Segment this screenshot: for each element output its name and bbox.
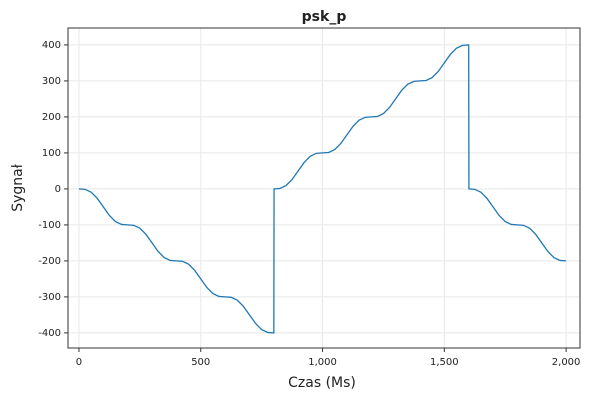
- y-tick-label: 300: [42, 76, 61, 87]
- x-tick-label: 500: [191, 357, 210, 368]
- y-tick-label: -100: [38, 220, 61, 231]
- y-tick-label: -400: [38, 328, 61, 339]
- x-tick-label: 1,000: [308, 357, 337, 368]
- y-tick-label: -200: [38, 256, 61, 267]
- x-axis-label: Czas (Ms): [288, 375, 356, 391]
- data-line: [78, 44, 567, 334]
- x-tick-label: 1,500: [430, 357, 459, 368]
- chart-title: psk_p: [302, 9, 347, 25]
- y-axis-label: Sygnał: [10, 164, 26, 212]
- y-tick-label: 200: [42, 112, 61, 123]
- y-tick-label: 0: [55, 184, 61, 195]
- y-tick-label: -300: [38, 292, 61, 303]
- plot-frame: [67, 27, 581, 349]
- y-tick-label: 400: [42, 40, 61, 51]
- x-tick-label: 2,000: [552, 357, 581, 368]
- y-tick-label: 100: [42, 148, 61, 159]
- x-tick-label: 0: [76, 357, 82, 368]
